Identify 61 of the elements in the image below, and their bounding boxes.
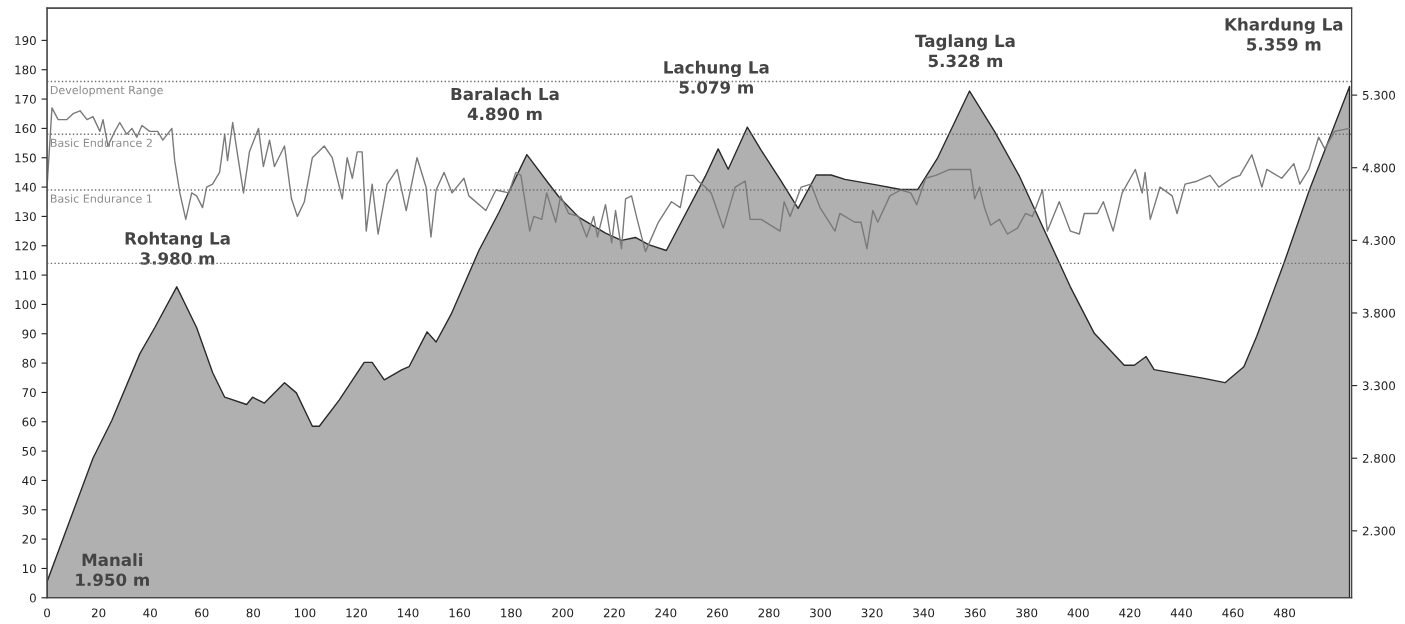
annotation: Baralach La 4.890 m	[451, 87, 559, 121]
y-tick-label: 0	[29, 593, 36, 603]
y-tick-label: 40	[22, 476, 36, 486]
x-tick-label: 80	[246, 608, 261, 618]
x-tick-label: 140	[398, 608, 419, 618]
x-tick-label: 120	[346, 608, 367, 618]
x-tick-label: 300	[810, 608, 831, 618]
line-series	[47, 107, 1351, 253]
ref-line-label: Basic Endurance 1	[50, 194, 152, 203]
y-tick-label: 180	[15, 65, 36, 75]
x-tick-label: 340	[913, 608, 935, 618]
y-tick-label: 110	[15, 270, 36, 280]
y2-tick-label: 4.800	[1362, 163, 1396, 173]
x-tick-label: 260	[706, 608, 728, 618]
x-tick-label: 180	[501, 608, 522, 618]
x-tick-label: 160	[449, 608, 471, 618]
x-tick-label: 220	[603, 608, 625, 618]
x-tick-label: 380	[1016, 608, 1038, 618]
y-tick-label: 140	[15, 182, 36, 192]
x-tick-label: 400	[1067, 608, 1089, 618]
x-tick-label: 40	[143, 608, 157, 618]
y-tick-label: 170	[15, 94, 36, 104]
x-tick-label: 0	[44, 608, 51, 618]
y-tick-label: 70	[22, 388, 36, 398]
x-tick-label: 200	[552, 608, 574, 618]
x-tick-label: 360	[964, 608, 986, 618]
x-tick-label: 60	[195, 608, 209, 618]
annotation: Rohtang La 3.980 m	[125, 231, 230, 265]
y-tick-label: 160	[15, 124, 36, 134]
ref-line-label: Development Range	[50, 85, 163, 97]
y2-tick-label: 2.800	[1362, 453, 1396, 463]
y-tick-label: 100	[15, 300, 36, 310]
x-tick-label: 320	[861, 608, 883, 618]
annotation: Khardung La 5.359 m	[1225, 17, 1343, 51]
x-tick-label: 420	[1119, 608, 1141, 618]
y-tick-label: 20	[22, 534, 36, 544]
x-tick-label: 480	[1273, 608, 1296, 618]
y-tick-label: 60	[22, 417, 36, 427]
y-tick-label: 30	[22, 505, 36, 515]
y-tick-label: 130	[15, 212, 36, 222]
y-tick-label: 150	[15, 153, 36, 163]
y-tick-label: 190	[15, 36, 36, 46]
y-tick-label: 90	[22, 329, 36, 339]
y2-tick-label: 3.800	[1362, 308, 1396, 318]
annotation: Taglang La 5.328 m	[915, 34, 1015, 68]
x-tick-label: 460	[1222, 608, 1244, 618]
y2-tick-label: 5.300	[1362, 90, 1396, 100]
x-tick-label: 440	[1170, 608, 1192, 618]
y-tick-label: 10	[22, 564, 36, 574]
y2-tick-label: 3.300	[1362, 381, 1396, 391]
x-tick-label: 100	[294, 608, 316, 618]
x-tick-label: 280	[758, 608, 780, 618]
x-tick-label: 240	[655, 608, 677, 618]
y2-tick-label: 2.300	[1362, 526, 1396, 536]
annotation: Lachung La 5.079 m	[664, 60, 769, 94]
y-tick-label: 50	[22, 446, 36, 456]
annotation: Manali 1.950 m	[76, 553, 149, 587]
y-tick-label: 120	[15, 241, 36, 251]
y2-tick-label: 4.300	[1362, 236, 1396, 246]
x-tick-label: 20	[91, 608, 106, 618]
y-tick-label: 80	[22, 358, 36, 368]
